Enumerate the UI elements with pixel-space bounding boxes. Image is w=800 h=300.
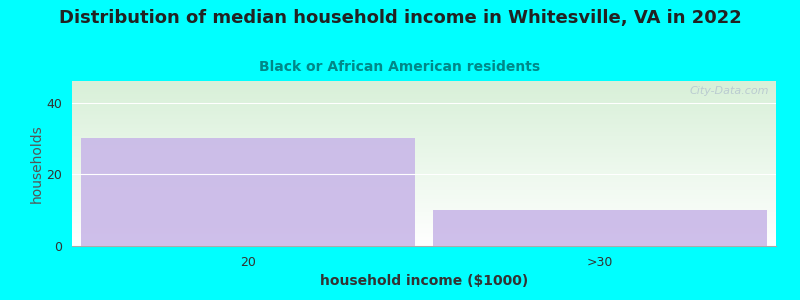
- Y-axis label: households: households: [30, 124, 44, 203]
- X-axis label: household income ($1000): household income ($1000): [320, 274, 528, 288]
- Text: Distribution of median household income in Whitesville, VA in 2022: Distribution of median household income …: [58, 9, 742, 27]
- Text: Black or African American residents: Black or African American residents: [259, 60, 541, 74]
- Text: City-Data.com: City-Data.com: [690, 86, 769, 96]
- Bar: [433, 210, 767, 246]
- Bar: [81, 138, 415, 246]
